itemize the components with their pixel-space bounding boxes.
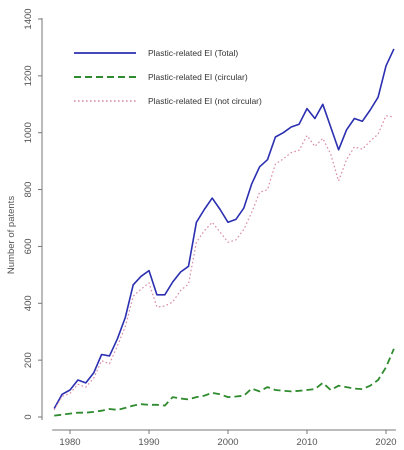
series-line-2 (54, 348, 395, 417)
legend-label-3: Plastic-related EI (not circular) (148, 96, 262, 106)
series-layer (53, 48, 395, 417)
y-tick-label: 0 (23, 414, 34, 419)
y-tick-label: 1200 (23, 65, 34, 86)
legend: Plastic-related EI (Total) Plastic-relate… (74, 48, 262, 106)
x-tick-label: 1990 (138, 437, 159, 448)
y-tick-label: 1000 (23, 122, 34, 143)
y-axis-title: Number of patents (6, 196, 17, 274)
x-tick-label: 2020 (375, 437, 396, 448)
series-line-1 (53, 48, 395, 409)
legend-label-2: Plastic-related EI (circular) (148, 72, 248, 82)
legend-label-1: Plastic-related EI (Total) (148, 48, 238, 58)
y-tick-label: 200 (23, 352, 34, 368)
y-tick-label: 400 (23, 295, 34, 311)
x-tick-label: 2010 (296, 437, 317, 448)
y-axis: 0 200 400 600 800 1000 1200 1400 (23, 8, 43, 420)
x-tick-label: 1980 (59, 437, 80, 448)
y-tick-label: 800 (23, 182, 34, 198)
y-tick-label: 1400 (23, 8, 34, 29)
y-tick-label: 600 (23, 238, 34, 254)
series-line-3 (53, 115, 395, 411)
x-tick-label: 2000 (217, 437, 238, 448)
x-axis: 1980 1990 2000 2010 2020 (52, 429, 397, 448)
